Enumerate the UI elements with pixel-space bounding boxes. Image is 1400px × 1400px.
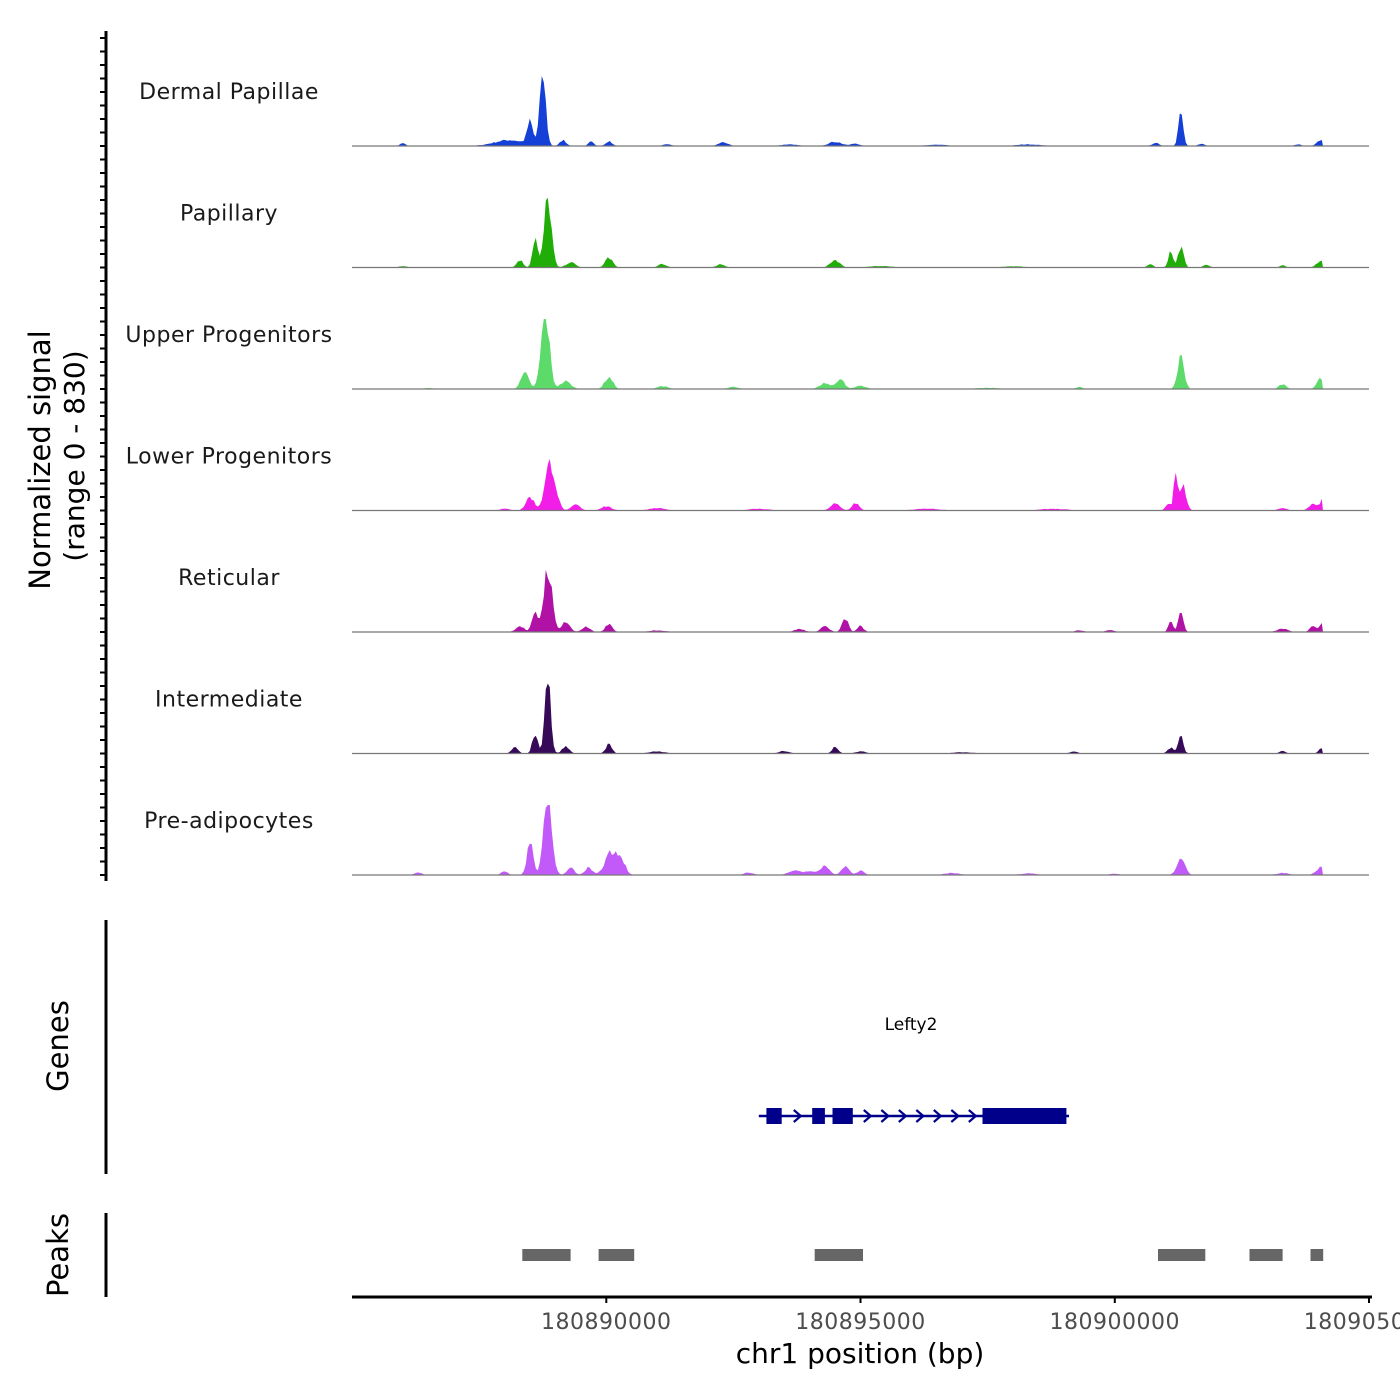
exon	[982, 1108, 1067, 1124]
signal-track: Intermediate	[155, 683, 1369, 755]
strand-arrow	[898, 1109, 908, 1123]
signal-track: Lower Progenitors	[126, 445, 1369, 512]
strand-arrow	[950, 1109, 960, 1123]
signal-area	[397, 319, 1323, 389]
signal-track: Dermal Papillae	[139, 76, 1369, 147]
strand-arrow	[968, 1109, 978, 1123]
peak-region	[598, 1249, 635, 1261]
peak-region	[1249, 1249, 1283, 1261]
peak-region	[814, 1249, 863, 1261]
x-tick-label: 180905000	[1304, 1310, 1400, 1335]
signal-y-axis-range: (range 0 - 830)	[58, 350, 91, 561]
x-axis-label: chr1 position (bp)	[736, 1337, 985, 1370]
track-label: Dermal Papillae	[139, 80, 319, 105]
exon	[766, 1108, 782, 1124]
strand-arrow	[863, 1109, 873, 1123]
track-label: Pre-adipocytes	[144, 809, 314, 834]
x-tick-label: 180895000	[795, 1310, 925, 1335]
exon	[832, 1108, 853, 1124]
track-label: Upper Progenitors	[125, 323, 332, 348]
gene-label: Lefty2	[885, 1015, 938, 1035]
signal-y-axis	[100, 31, 108, 881]
signal-area	[397, 683, 1323, 754]
signal-area	[397, 805, 1323, 875]
strand-arrow	[793, 1109, 803, 1123]
gene-track	[758, 1108, 1069, 1124]
signal-track: Reticular	[178, 566, 1369, 633]
peak-region	[522, 1249, 571, 1261]
signal-track: Pre-adipocytes	[144, 805, 1369, 876]
peaks-y-axis-label: Peaks	[41, 1213, 75, 1297]
genes-y-axis-label: Genes	[41, 1000, 75, 1092]
signal-area	[397, 569, 1323, 632]
signal-tracks: Dermal Papillae Papillary Upper Progenitor…	[125, 76, 1369, 876]
signal-track: Papillary	[180, 197, 1369, 269]
track-label: Reticular	[178, 566, 280, 591]
signal-area	[397, 197, 1323, 268]
track-label: Lower Progenitors	[126, 445, 332, 470]
signal-track: Upper Progenitors	[125, 319, 1369, 390]
track-label: Intermediate	[155, 688, 303, 713]
x-tick-label: 180900000	[1050, 1310, 1180, 1335]
track-label: Papillary	[180, 202, 278, 227]
peak-region	[1310, 1249, 1324, 1261]
strand-arrow	[915, 1109, 925, 1123]
signal-area	[397, 76, 1323, 146]
signal-area	[397, 459, 1323, 511]
strand-arrow	[933, 1109, 943, 1123]
exon	[812, 1108, 825, 1124]
signal-y-axis-label: Normalized signal	[23, 330, 57, 589]
x-tick-label: 180890000	[541, 1310, 671, 1335]
peak-region	[1158, 1249, 1206, 1261]
peak-track	[522, 1249, 1324, 1261]
x-axis: 180890000 180895000 180900000 180905000	[352, 1295, 1400, 1335]
strand-arrow	[880, 1109, 890, 1123]
